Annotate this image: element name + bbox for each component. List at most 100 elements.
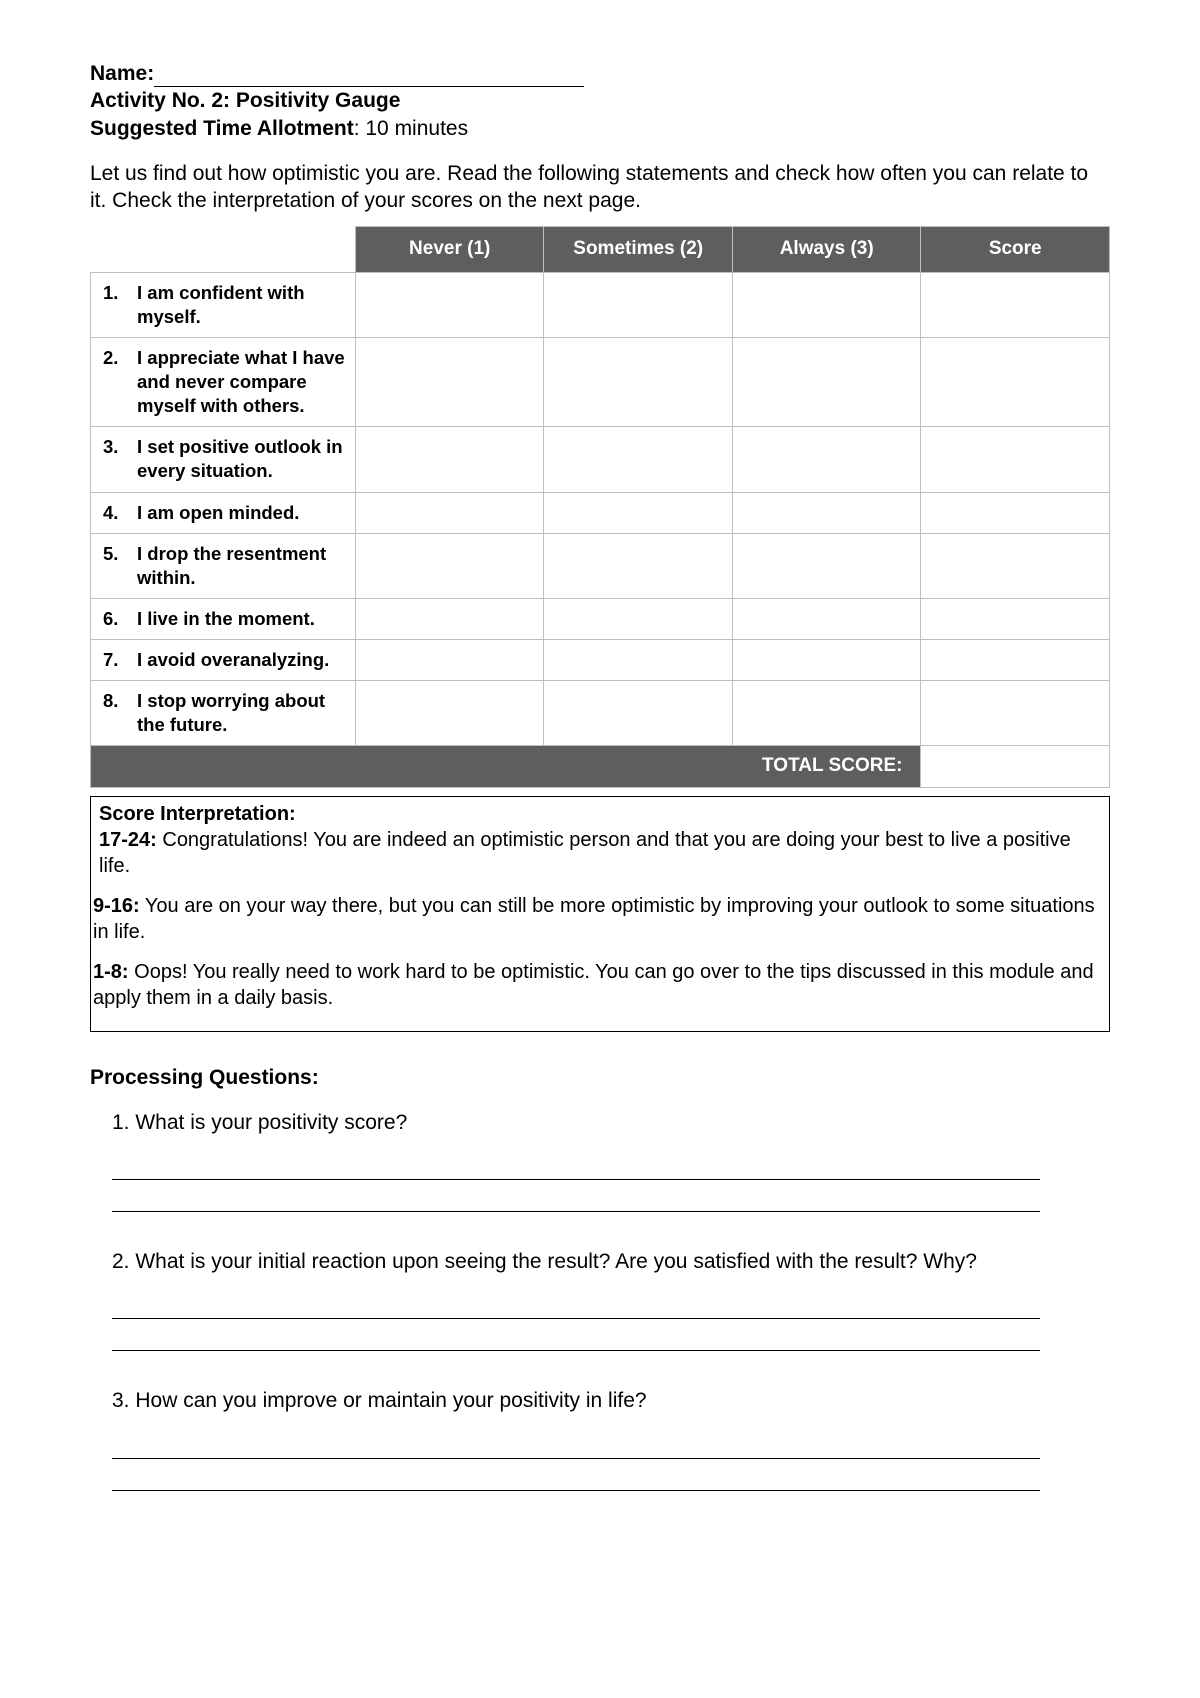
- answer-line[interactable]: [112, 1323, 1040, 1351]
- statement-cell: 4.I am open minded.: [91, 492, 356, 533]
- rating-cell[interactable]: [355, 273, 544, 338]
- interpretation-title: Score Interpretation:: [93, 801, 1107, 827]
- rating-cell[interactable]: [732, 533, 921, 598]
- statement-cell: 8.I stop worrying about the future.: [91, 680, 356, 745]
- rating-cell[interactable]: [355, 492, 544, 533]
- statement-number: 1.: [103, 281, 137, 329]
- answer-line[interactable]: [112, 1463, 1040, 1491]
- statement-cell: 6.I live in the moment.: [91, 598, 356, 639]
- total-label: TOTAL SCORE:: [91, 745, 921, 787]
- rating-cell[interactable]: [355, 598, 544, 639]
- rating-cell[interactable]: [544, 338, 733, 427]
- rating-cell[interactable]: [355, 680, 544, 745]
- statement-text: I drop the resentment within.: [137, 542, 347, 590]
- score-cell[interactable]: [921, 639, 1110, 680]
- activity-title: Activity No. 2: Positivity Gauge: [90, 87, 1110, 114]
- header-blank: [91, 227, 356, 273]
- rating-cell[interactable]: [355, 639, 544, 680]
- rating-cell[interactable]: [732, 492, 921, 533]
- total-row: TOTAL SCORE:: [91, 745, 1110, 787]
- rating-cell[interactable]: [355, 427, 544, 492]
- table-row: 1.I am confident with myself.: [91, 273, 1110, 338]
- statement-text: I live in the moment.: [137, 607, 347, 631]
- time-label: Suggested Time Allotment: [90, 117, 354, 140]
- statement-number: 6.: [103, 607, 137, 631]
- score-range: 17-24:: [99, 829, 157, 851]
- rating-cell[interactable]: [355, 338, 544, 427]
- interpretation-item: 1-8: Oops! You really need to work hard …: [93, 959, 1107, 1011]
- statement-cell: 2.I appreciate what I have and never com…: [91, 338, 356, 427]
- statement-number: 2.: [103, 346, 137, 418]
- answer-line[interactable]: [112, 1291, 1040, 1319]
- name-label: Name:: [90, 62, 154, 85]
- score-cell[interactable]: [921, 598, 1110, 639]
- answer-line[interactable]: [112, 1431, 1040, 1459]
- processing-question: 1. What is your positivity score?: [90, 1109, 1110, 1136]
- processing-section: Processing Questions: 1. What is your po…: [90, 1064, 1110, 1491]
- rating-cell[interactable]: [544, 533, 733, 598]
- processing-question-block: 1. What is your positivity score?: [90, 1109, 1110, 1212]
- score-cell[interactable]: [921, 492, 1110, 533]
- score-cell[interactable]: [921, 427, 1110, 492]
- score-cell[interactable]: [921, 533, 1110, 598]
- statement-text: I am open minded.: [137, 501, 347, 525]
- header-sometimes: Sometimes (2): [544, 227, 733, 273]
- statement-text: I appreciate what I have and never compa…: [137, 346, 347, 418]
- table-row: 3.I set positive outlook in every situat…: [91, 427, 1110, 492]
- interpretation-item: 17-24: Congratulations! You are indeed a…: [93, 827, 1107, 879]
- statement-number: 8.: [103, 689, 137, 737]
- statement-number: 4.: [103, 501, 137, 525]
- score-range: 9-16:: [93, 895, 140, 917]
- statement-cell: 3.I set positive outlook in every situat…: [91, 427, 356, 492]
- header-never: Never (1): [355, 227, 544, 273]
- statement-cell: 7.I avoid overanalyzing.: [91, 639, 356, 680]
- statement-text: I set positive outlook in every situatio…: [137, 435, 347, 483]
- answer-line[interactable]: [112, 1152, 1040, 1180]
- statement-text: I stop worrying about the future.: [137, 689, 347, 737]
- rating-cell[interactable]: [732, 338, 921, 427]
- score-cell[interactable]: [921, 273, 1110, 338]
- rating-cell[interactable]: [544, 639, 733, 680]
- table-row: 7.I avoid overanalyzing.: [91, 639, 1110, 680]
- rating-cell[interactable]: [544, 598, 733, 639]
- rating-cell[interactable]: [732, 639, 921, 680]
- table-row: 6.I live in the moment.: [91, 598, 1110, 639]
- statement-text: I am confident with myself.: [137, 281, 347, 329]
- interpretation-text: Oops! You really need to work hard to be…: [93, 961, 1094, 1009]
- interpretation-item: 9-16: You are on your way there, but you…: [93, 893, 1107, 945]
- name-line: Name:: [90, 60, 1110, 87]
- statement-cell: 1.I am confident with myself.: [91, 273, 356, 338]
- table-row: 8.I stop worrying about the future.: [91, 680, 1110, 745]
- rating-cell[interactable]: [732, 598, 921, 639]
- processing-question-block: 2. What is your initial reaction upon se…: [90, 1248, 1110, 1351]
- answer-line[interactable]: [112, 1184, 1040, 1212]
- processing-title: Processing Questions:: [90, 1064, 1110, 1091]
- processing-question: 2. What is your initial reaction upon se…: [90, 1248, 1110, 1275]
- statement-number: 3.: [103, 435, 137, 483]
- score-cell[interactable]: [921, 680, 1110, 745]
- rating-cell[interactable]: [544, 680, 733, 745]
- rating-cell[interactable]: [732, 680, 921, 745]
- interpretation-text: Congratulations! You are indeed an optim…: [99, 829, 1071, 877]
- header-always: Always (3): [732, 227, 921, 273]
- total-score-cell[interactable]: [921, 745, 1110, 787]
- gauge-table: Never (1) Sometimes (2) Always (3) Score…: [90, 226, 1110, 787]
- processing-question: 3. How can you improve or maintain your …: [90, 1387, 1110, 1414]
- rating-cell[interactable]: [732, 427, 921, 492]
- header-score: Score: [921, 227, 1110, 273]
- rating-cell[interactable]: [544, 492, 733, 533]
- header-block: Name: Activity No. 2: Positivity Gauge S…: [90, 60, 1110, 142]
- score-cell[interactable]: [921, 338, 1110, 427]
- rating-cell[interactable]: [732, 273, 921, 338]
- time-line: Suggested Time Allotment: 10 minutes: [90, 115, 1110, 142]
- statement-number: 5.: [103, 542, 137, 590]
- score-interpretation: Score Interpretation: 17-24: Congratulat…: [90, 796, 1110, 1032]
- rating-cell[interactable]: [544, 427, 733, 492]
- rating-cell[interactable]: [355, 533, 544, 598]
- table-row: 5.I drop the resentment within.: [91, 533, 1110, 598]
- statement-text: I avoid overanalyzing.: [137, 648, 347, 672]
- time-value: : 10 minutes: [354, 117, 468, 140]
- rating-cell[interactable]: [544, 273, 733, 338]
- intro-text: Let us find out how optimistic you are. …: [90, 160, 1110, 215]
- statement-cell: 5.I drop the resentment within.: [91, 533, 356, 598]
